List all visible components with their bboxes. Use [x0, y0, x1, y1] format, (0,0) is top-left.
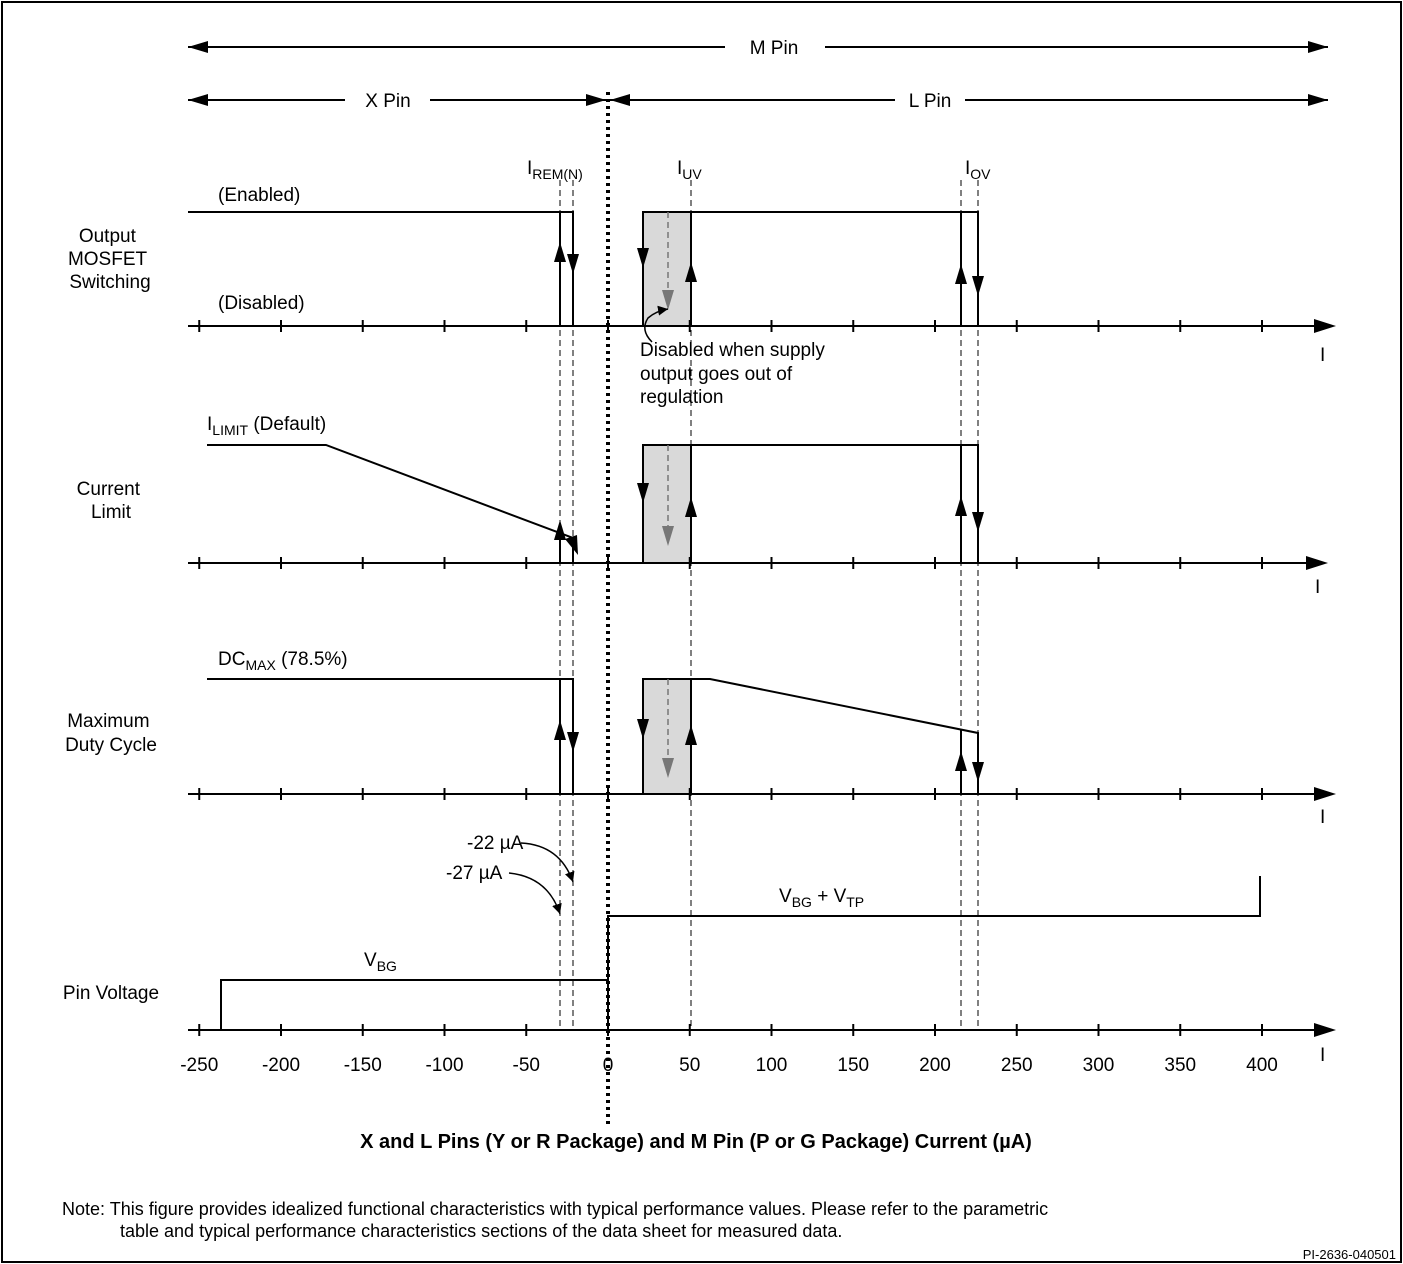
vbg-vtp-trace [607, 876, 1261, 1030]
x-pin-label: X Pin [365, 91, 410, 112]
pin-range-arrows: M Pin X Pin L Pin [188, 38, 1328, 112]
row-duty-cycle: Maximum Duty Cycle DCMAX (78.5%) I [65, 649, 1336, 828]
i-ov-label: IOV [965, 158, 991, 182]
vbg-label: VBG [364, 950, 397, 974]
ilimit-default-label: ILIMIT (Default) [207, 414, 326, 438]
row-mosfet-switching: Output MOSFET Switching (Enabled) (Disab… [68, 185, 1336, 408]
x-tick-label: 250 [1001, 1055, 1033, 1076]
disabled-label: (Disabled) [218, 293, 305, 314]
figure-id: PI-2636-040501 [1303, 1247, 1396, 1262]
duty-cycle-hysteresis-shade [642, 678, 692, 795]
threshold-labels: IREM(N) IUV IOV [527, 158, 991, 182]
i-rem-label: IREM(N) [527, 158, 583, 182]
row-pin-voltage: Pin Voltage VBG VBG + VTP -22 µA -27 µA … [63, 833, 1336, 1066]
enabled-label: (Enabled) [218, 185, 300, 206]
x-tick-label: 50 [679, 1055, 700, 1076]
x-tick-label: 400 [1246, 1055, 1278, 1076]
x-tick-label: 0 [603, 1055, 614, 1076]
duty-cycle-left-trace [207, 678, 574, 794]
x-tick-label: 100 [756, 1055, 788, 1076]
note-minus-27-arrow [508, 872, 562, 915]
l-pin-label: L Pin [909, 91, 952, 112]
disabled-annotation-arrow [644, 305, 669, 343]
note-text: Note: This figure provides idealized fun… [62, 1199, 1053, 1241]
note-minus-27ua: -27 µA [446, 863, 503, 884]
row-duty-cycle-label: Maximum Duty Cycle [65, 711, 157, 756]
row-current-limit: Current Limit ILIMIT (Default) I [77, 414, 1328, 598]
x-tick-label: 150 [837, 1055, 869, 1076]
m-pin-label: M Pin [750, 38, 799, 59]
dcmax-label: DCMAX (78.5%) [218, 649, 348, 673]
note-minus-22ua: -22 µA [467, 833, 524, 854]
x-tick-label: -100 [425, 1055, 463, 1076]
current-limit-right-trace [691, 444, 979, 563]
x-tick-label: 300 [1083, 1055, 1115, 1076]
current-limit-axis-letter: I [1315, 577, 1320, 598]
duty-cycle-axis-letter: I [1320, 807, 1325, 828]
vbg-trace [220, 979, 608, 1030]
mosfet-axis-letter: I [1320, 345, 1325, 366]
x-tick-label: 350 [1164, 1055, 1196, 1076]
axis-ticks [198, 320, 1263, 1036]
disabled-annotation: Disabled when supply output goes out of … [640, 340, 830, 408]
x-tick-label: -200 [262, 1055, 300, 1076]
row-pin-voltage-label: Pin Voltage [63, 983, 159, 1004]
row-current-limit-label: Current Limit [77, 479, 146, 523]
x-tick-labels: -250 -200 -150 -100 -50 0 50 100 150 200 250 300 350… [180, 1055, 1278, 1076]
x-tick-label: 200 [919, 1055, 951, 1076]
mosfet-left-trace [188, 211, 574, 326]
x-axis-title: X and L Pins (Y or R Package) and M Pin … [360, 1131, 1032, 1153]
current-limit-hysteresis-shade [642, 444, 692, 564]
vbg-vtp-label: VBG + VTP [779, 886, 864, 910]
x-tick-label: -250 [180, 1055, 218, 1076]
duty-cycle-right-trace [691, 678, 979, 794]
note-minus-22-arrow [520, 842, 575, 883]
row-mosfet-label: Output MOSFET Switching [68, 226, 152, 293]
pin-voltage-axis-letter: I [1320, 1045, 1325, 1066]
current-limit-left-trace [207, 444, 574, 563]
x-tick-label: -150 [344, 1055, 382, 1076]
threshold-dashed-lines [559, 180, 979, 1030]
x-tick-label: -50 [513, 1055, 540, 1076]
mosfet-right-trace [691, 211, 979, 326]
i-uv-label: IUV [677, 158, 702, 182]
